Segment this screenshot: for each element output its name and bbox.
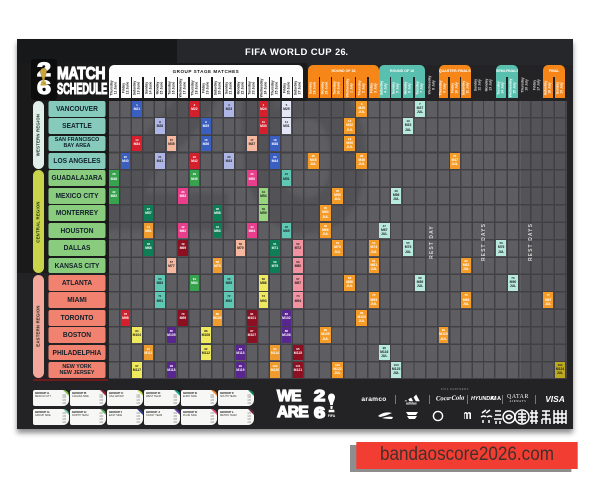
svg-text:FIFA: FIFA [328, 414, 336, 418]
svg-text:adidas: adidas [406, 402, 417, 405]
svg-text:FIFA: FIFA [40, 85, 47, 89]
